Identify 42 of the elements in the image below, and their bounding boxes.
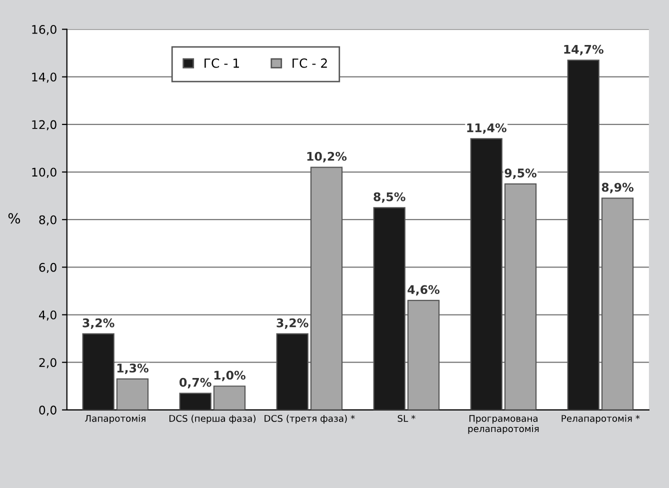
- y-tick-label: 10,0: [32, 168, 56, 178]
- data-label: 3,2%: [82, 318, 114, 329]
- data-label: 3,2%: [276, 318, 308, 329]
- x-tick-label: DCS (третя фаза) *: [264, 414, 355, 424]
- y-tick-label: 4,0: [38, 310, 56, 321]
- y-tick-label: 6,0: [39, 262, 56, 274]
- bar: [179, 392, 212, 410]
- bar: [116, 378, 149, 410]
- data-label: 1,3%: [117, 364, 148, 374]
- bar: [213, 386, 246, 410]
- x-tick-label: Програмована релапаротомія: [468, 415, 539, 434]
- data-label: 0,7%: [180, 378, 212, 388]
- bar: [310, 166, 343, 410]
- data-label: 8,9%: [602, 182, 634, 194]
- y-tick-label: 14,0: [32, 72, 56, 83]
- data-label: 14,7%: [564, 44, 604, 56]
- y-tick-label: 16,0: [32, 25, 56, 36]
- x-tick-label: Лапаротомія: [85, 414, 146, 424]
- x-tick-label: DCS (перша фаза): [169, 414, 256, 424]
- legend-label: ГС - 1: [204, 58, 239, 68]
- data-label: 8,5%: [374, 192, 406, 203]
- bar: [504, 183, 537, 410]
- y-tick-label: 12,0: [32, 120, 56, 130]
- y-tick-label: 0,0: [39, 406, 56, 416]
- y-tick-label: 8,0: [39, 215, 56, 226]
- y-axis-title: %: [8, 213, 20, 224]
- legend-label: ГС - 2: [292, 58, 327, 68]
- bar: [567, 60, 600, 410]
- bar: [601, 198, 634, 410]
- data-label: 9,5%: [504, 168, 536, 179]
- data-label: 10,2%: [307, 152, 347, 162]
- bar: [470, 138, 502, 410]
- y-tick-label: 2,0: [39, 358, 56, 368]
- bar: [373, 207, 406, 410]
- data-label: 11,4%: [467, 123, 506, 134]
- bar: [82, 333, 114, 410]
- bar: [407, 300, 440, 410]
- x-tick-label: SL *: [398, 414, 416, 422]
- data-label: 1,0%: [214, 370, 246, 382]
- x-tick-label: Релапаротомія *: [562, 414, 640, 424]
- bar: [276, 333, 308, 410]
- data-label: 4,6%: [408, 285, 440, 296]
